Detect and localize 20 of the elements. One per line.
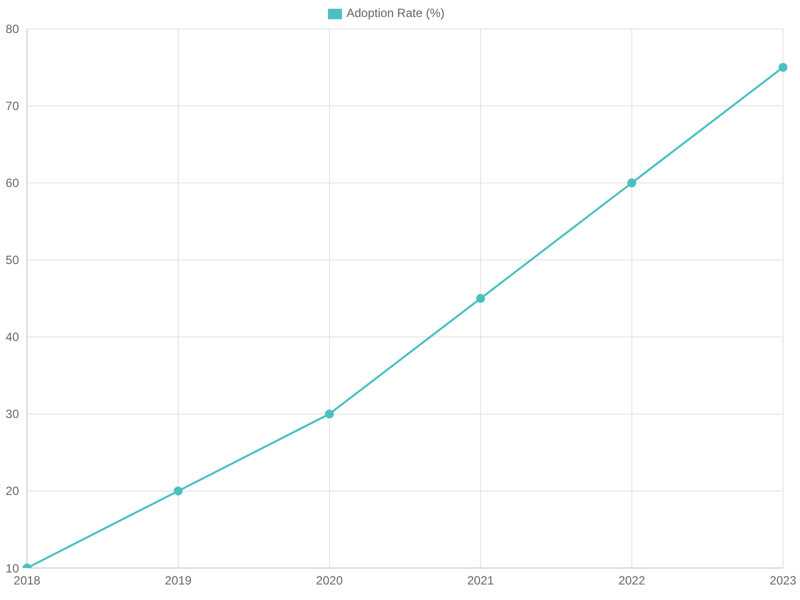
x-tick-label: 2023 [770, 574, 797, 588]
y-tick-label: 50 [6, 253, 20, 268]
x-tick-label: 2022 [618, 574, 646, 588]
y-tick-label: 20 [6, 484, 20, 498]
legend-label: Adoption Rate (%) [346, 6, 445, 20]
point [778, 62, 788, 72]
y-tick-label: 40 [6, 330, 20, 344]
point [174, 486, 183, 496]
point [324, 409, 334, 418]
y-tick-label: 70 [6, 99, 20, 114]
y-tick-label: 10 [6, 561, 20, 576]
x-tick-label: 2018 [14, 574, 41, 588]
point [627, 178, 636, 188]
point [476, 294, 486, 303]
y-tick-label: 60 [6, 176, 20, 190]
y-tick-label: 80 [6, 22, 20, 36]
x-tick-label: 2020 [316, 574, 344, 588]
y-tick-label: 30 [6, 407, 20, 422]
x-tick-label: 2021 [467, 574, 494, 588]
x-tick-label: 2019 [164, 574, 192, 588]
